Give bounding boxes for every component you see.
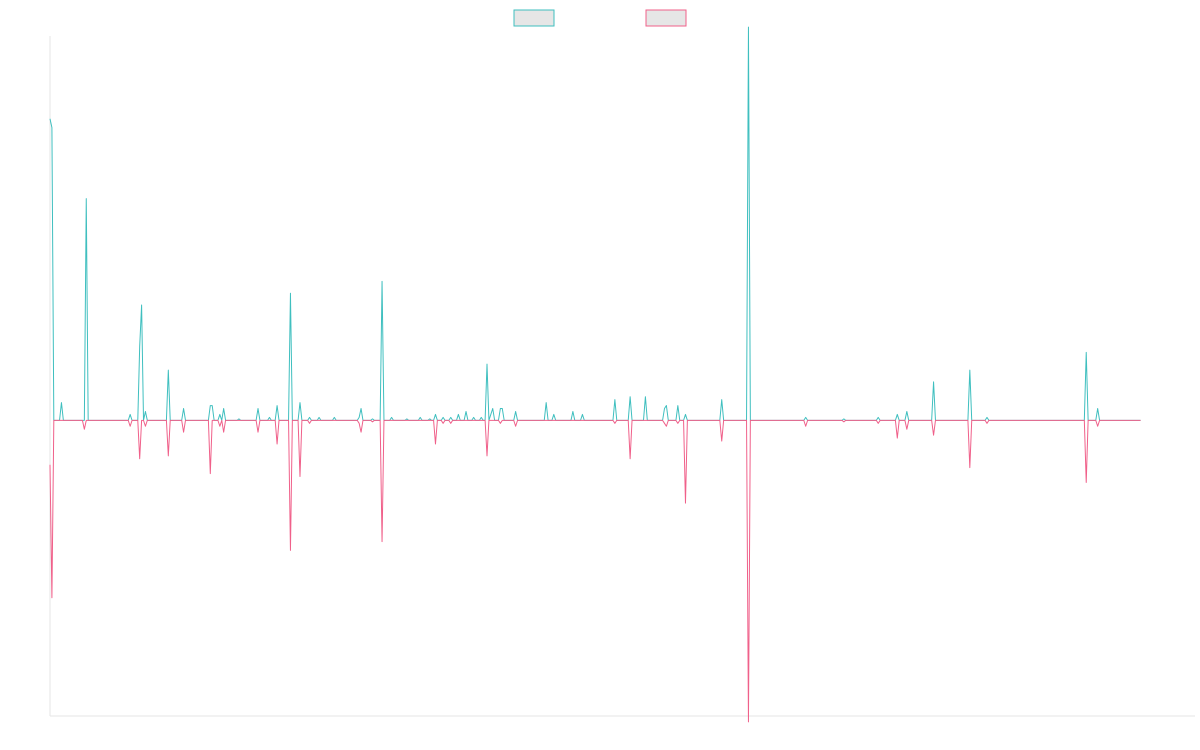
legend-swatch-series-1[interactable]	[513, 9, 555, 27]
legend-swatch-series-2[interactable]	[645, 9, 687, 27]
chart-axes	[49, 36, 1195, 717]
chart-legend[interactable]	[513, 9, 687, 27]
series-1-line	[49, 26, 1141, 421]
series-2-line	[49, 419, 1141, 723]
plot-area	[49, 26, 1141, 723]
